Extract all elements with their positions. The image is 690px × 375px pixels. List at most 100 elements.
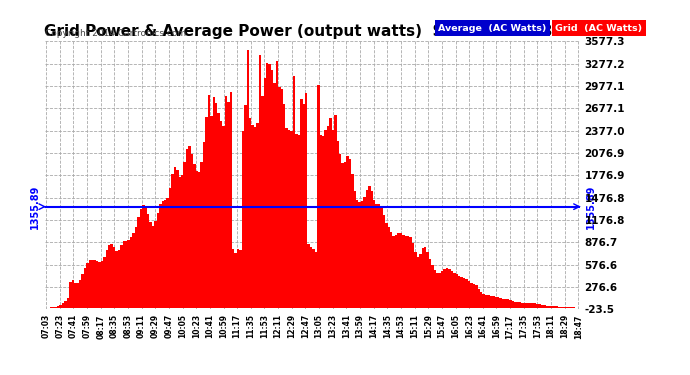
Bar bbox=[485, 295, 487, 307]
Bar bbox=[220, 121, 222, 308]
Bar bbox=[439, 273, 441, 308]
Bar bbox=[305, 93, 307, 308]
Bar bbox=[52, 307, 55, 308]
Bar bbox=[55, 307, 57, 308]
Bar bbox=[281, 88, 283, 308]
Bar bbox=[193, 164, 195, 308]
Bar bbox=[198, 172, 200, 308]
Bar bbox=[286, 128, 288, 308]
Bar bbox=[293, 76, 295, 308]
Bar bbox=[190, 153, 193, 308]
Bar bbox=[509, 300, 511, 307]
Bar bbox=[128, 240, 130, 308]
Bar bbox=[120, 245, 123, 308]
Bar bbox=[424, 247, 426, 308]
Bar bbox=[446, 268, 448, 308]
Bar bbox=[536, 304, 538, 307]
Bar bbox=[348, 159, 351, 308]
Bar bbox=[451, 270, 453, 308]
Bar bbox=[504, 299, 506, 307]
Bar bbox=[371, 191, 373, 308]
Bar bbox=[402, 235, 404, 308]
Bar bbox=[139, 209, 142, 308]
Bar bbox=[123, 241, 125, 308]
Bar bbox=[83, 267, 86, 308]
Bar bbox=[543, 305, 546, 308]
Bar bbox=[375, 204, 378, 308]
Bar bbox=[329, 118, 332, 308]
Bar bbox=[217, 113, 220, 308]
Bar bbox=[179, 177, 181, 308]
Bar bbox=[264, 78, 266, 308]
Bar bbox=[290, 131, 293, 308]
Bar bbox=[244, 105, 246, 308]
Bar bbox=[110, 244, 113, 308]
Bar bbox=[125, 241, 128, 308]
Text: Grid  (AC Watts): Grid (AC Watts) bbox=[555, 24, 642, 33]
Bar bbox=[91, 260, 93, 308]
Bar bbox=[225, 96, 227, 308]
Title: Grid Power & Average Power (output watts)  Sat Mar 15 18:54: Grid Power & Average Power (output watts… bbox=[44, 24, 580, 39]
Bar bbox=[560, 307, 562, 308]
Text: 1355.89: 1355.89 bbox=[586, 184, 595, 229]
Bar bbox=[514, 302, 516, 307]
Bar bbox=[241, 131, 244, 308]
Bar bbox=[288, 130, 290, 308]
Bar bbox=[565, 307, 567, 308]
Bar bbox=[184, 162, 186, 308]
Bar bbox=[327, 126, 329, 308]
Bar bbox=[67, 298, 69, 307]
Bar bbox=[414, 252, 417, 308]
Bar bbox=[524, 303, 526, 307]
Text: Average  (AC Watts): Average (AC Watts) bbox=[438, 24, 546, 33]
Bar bbox=[200, 162, 203, 308]
Bar bbox=[208, 94, 210, 308]
Bar bbox=[203, 141, 206, 308]
Bar bbox=[99, 262, 101, 308]
Bar bbox=[283, 104, 286, 308]
Bar bbox=[417, 256, 420, 307]
Bar bbox=[213, 97, 215, 308]
Bar bbox=[161, 201, 164, 308]
Bar bbox=[59, 305, 62, 308]
Bar bbox=[297, 135, 300, 308]
Bar bbox=[339, 154, 342, 308]
Bar bbox=[86, 262, 88, 308]
Bar bbox=[135, 227, 137, 308]
Bar bbox=[155, 222, 157, 308]
Bar bbox=[385, 222, 388, 308]
Bar bbox=[69, 282, 72, 308]
Bar bbox=[477, 289, 480, 308]
Bar bbox=[516, 302, 519, 307]
Bar bbox=[356, 200, 358, 308]
Bar bbox=[77, 284, 79, 308]
Bar bbox=[506, 299, 509, 307]
Bar bbox=[232, 249, 235, 308]
Bar bbox=[96, 261, 99, 308]
Text: 1355.89: 1355.89 bbox=[30, 184, 40, 229]
Bar bbox=[152, 225, 155, 308]
Bar bbox=[492, 297, 495, 307]
Bar bbox=[239, 250, 241, 307]
Bar bbox=[227, 102, 230, 308]
Bar bbox=[383, 215, 385, 308]
Bar bbox=[460, 277, 463, 308]
Bar bbox=[79, 280, 81, 308]
Bar bbox=[337, 141, 339, 308]
Bar bbox=[429, 259, 431, 308]
Bar bbox=[422, 248, 424, 308]
Bar bbox=[555, 306, 558, 308]
Bar bbox=[363, 197, 366, 308]
Bar bbox=[448, 268, 451, 308]
Bar bbox=[230, 92, 232, 308]
Bar bbox=[254, 127, 256, 308]
Bar bbox=[441, 272, 444, 308]
Bar bbox=[436, 273, 439, 308]
Bar bbox=[132, 233, 135, 308]
Bar bbox=[378, 204, 380, 308]
Bar bbox=[473, 284, 475, 308]
Bar bbox=[222, 126, 225, 308]
Bar bbox=[300, 99, 302, 308]
Bar bbox=[431, 266, 434, 308]
Bar bbox=[312, 249, 315, 308]
